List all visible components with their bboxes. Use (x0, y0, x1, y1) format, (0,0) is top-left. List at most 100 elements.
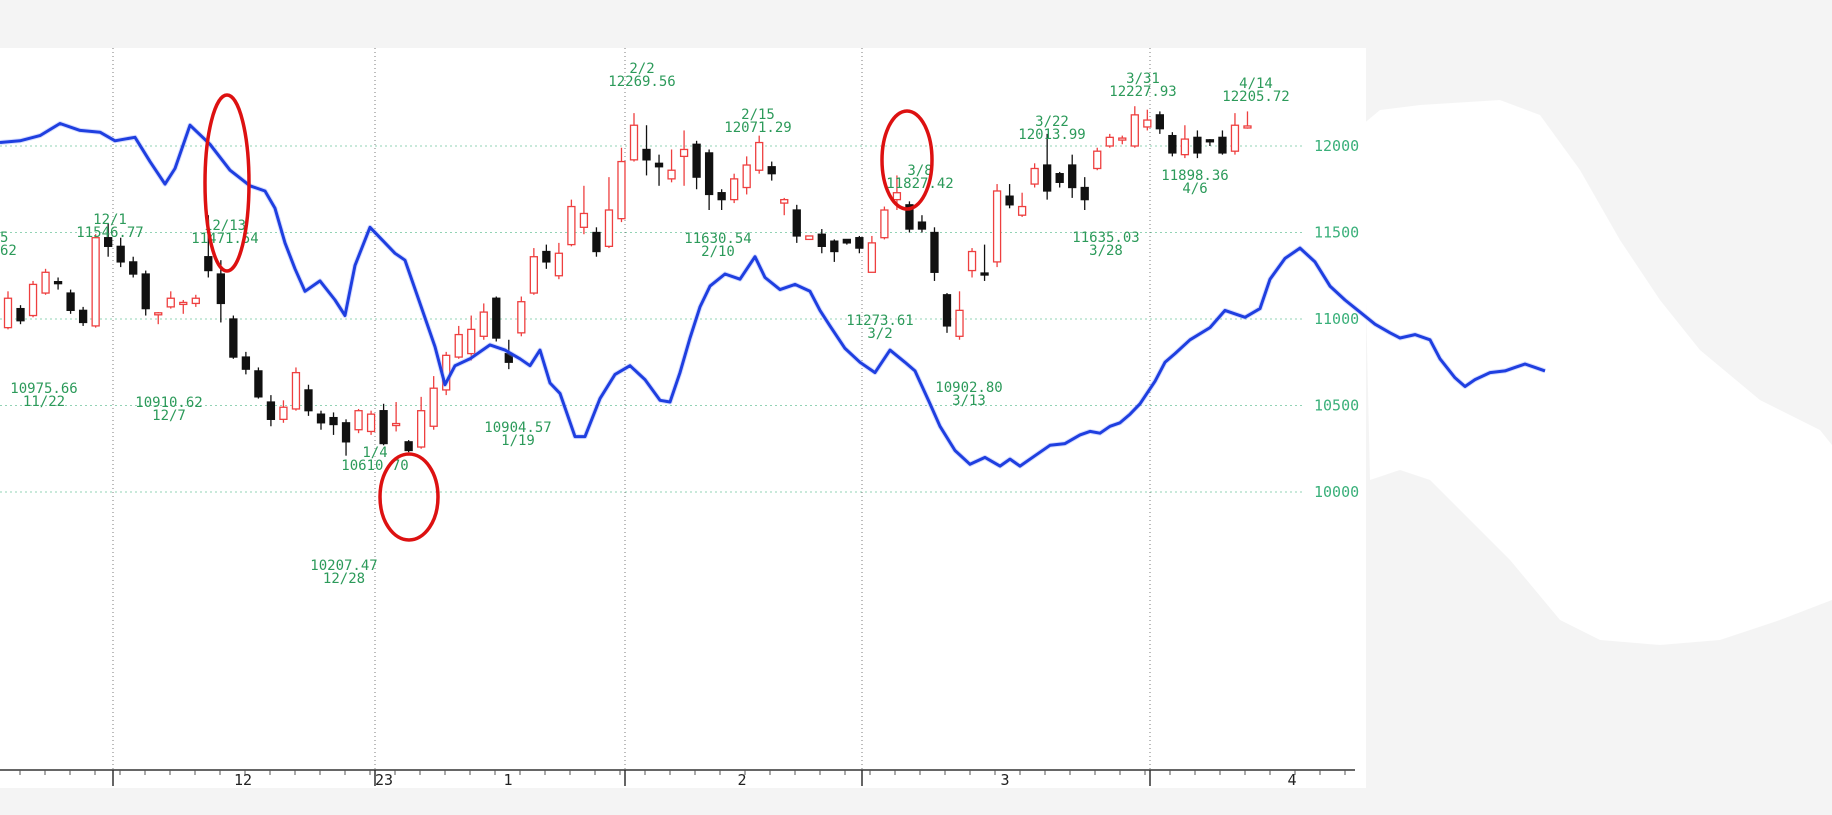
candle-body (742, 164, 751, 189)
marker-date: 3/2 (867, 326, 892, 342)
candlestick (855, 235, 864, 254)
candlestick (942, 293, 952, 333)
candle-body (1230, 124, 1240, 152)
candle-body (930, 231, 939, 273)
candle-body (404, 441, 413, 452)
candlestick (692, 140, 701, 190)
x-tick-label: 23 (375, 771, 393, 789)
candle-body (116, 245, 125, 263)
candle-body (204, 256, 213, 272)
candlestick (1218, 130, 1227, 155)
candle-body (817, 233, 826, 247)
candlestick (316, 410, 326, 430)
candlestick (354, 408, 363, 434)
partial-edge-label: 562 (0, 230, 17, 259)
candle-body (654, 162, 664, 168)
marker-date: 3/13 (952, 393, 986, 409)
marker-value: 11635.03 (1072, 230, 1139, 246)
candle-body (429, 387, 438, 427)
candlestick (667, 149, 676, 183)
price-marker-label: 10902.803/13 (935, 380, 1002, 409)
candle-body (717, 192, 726, 201)
candlestick (717, 189, 726, 211)
candle-body (1068, 164, 1077, 189)
candlestick (28, 280, 38, 318)
marker-value: 12227.93 (1109, 84, 1176, 100)
candlestick (91, 234, 100, 328)
x-tick-label: 3 (1000, 771, 1009, 789)
candlestick (817, 229, 826, 254)
marker-date: 12/7 (152, 408, 186, 424)
candlestick (291, 367, 301, 411)
marker-value: 11898.36 (1161, 168, 1228, 184)
candle-body (3, 297, 13, 329)
candlestick (592, 227, 601, 257)
y-tick-label: 11500 (1314, 224, 1359, 242)
candle-body (730, 178, 739, 201)
marker-date: 2/10 (701, 244, 735, 260)
candlestick (154, 312, 163, 325)
candle-body (129, 261, 138, 275)
marker-value: 11630.54 (684, 231, 751, 247)
candle-body (567, 205, 576, 246)
candle-body (492, 297, 501, 339)
candle-body (1218, 136, 1227, 154)
candle-body (1180, 138, 1190, 156)
candlestick (241, 351, 251, 375)
candlestick (905, 201, 914, 233)
price-marker-label: 11273.613/2 (846, 313, 913, 342)
candlestick (16, 305, 25, 325)
candle-body (529, 256, 538, 294)
candlestick (880, 206, 889, 240)
candle-body (91, 237, 100, 327)
candle-body (166, 297, 175, 308)
candle-body (53, 281, 63, 285)
candlestick (1005, 184, 1014, 209)
price-marker-label: 11635.033/28 (1072, 230, 1139, 259)
candlestick (1043, 133, 1052, 200)
candlestick (967, 248, 977, 278)
candle-body (467, 328, 476, 355)
candlestick (1155, 111, 1164, 134)
marker-value: 12013.99 (1018, 127, 1085, 143)
candle-body (1168, 134, 1177, 154)
candle-body (391, 422, 401, 427)
candle-body (1243, 125, 1252, 129)
marker-value: 11827.42 (886, 176, 953, 192)
candle-body (1118, 137, 1127, 141)
candlestick (842, 238, 851, 245)
candlestick (116, 237, 125, 268)
candle-body (1205, 139, 1215, 143)
candlestick (805, 235, 814, 241)
candle-body (642, 148, 651, 161)
marker-value: 12071.29 (724, 120, 791, 136)
marker-date: 3/28 (1089, 243, 1123, 259)
candle-body (141, 273, 150, 310)
candle-body (1030, 167, 1039, 185)
candle-body (955, 309, 964, 337)
candlestick (517, 296, 526, 337)
candlestick (1168, 132, 1177, 157)
marker-value: 10610.70 (341, 458, 408, 474)
candle-body (16, 307, 25, 322)
candle-body (604, 209, 614, 247)
candlestick (391, 402, 401, 432)
marker-date: 12/28 (323, 571, 365, 587)
candle-body (692, 143, 701, 178)
candlestick (654, 154, 664, 186)
candlestick (1055, 171, 1064, 188)
marker-date: 1/4 (362, 445, 387, 461)
candlestick (542, 244, 551, 269)
candle-body (892, 192, 902, 201)
candlestick (66, 289, 75, 314)
marker-value: 10975.66 (10, 381, 77, 397)
candle-body (291, 371, 301, 410)
candle-body (592, 231, 601, 253)
